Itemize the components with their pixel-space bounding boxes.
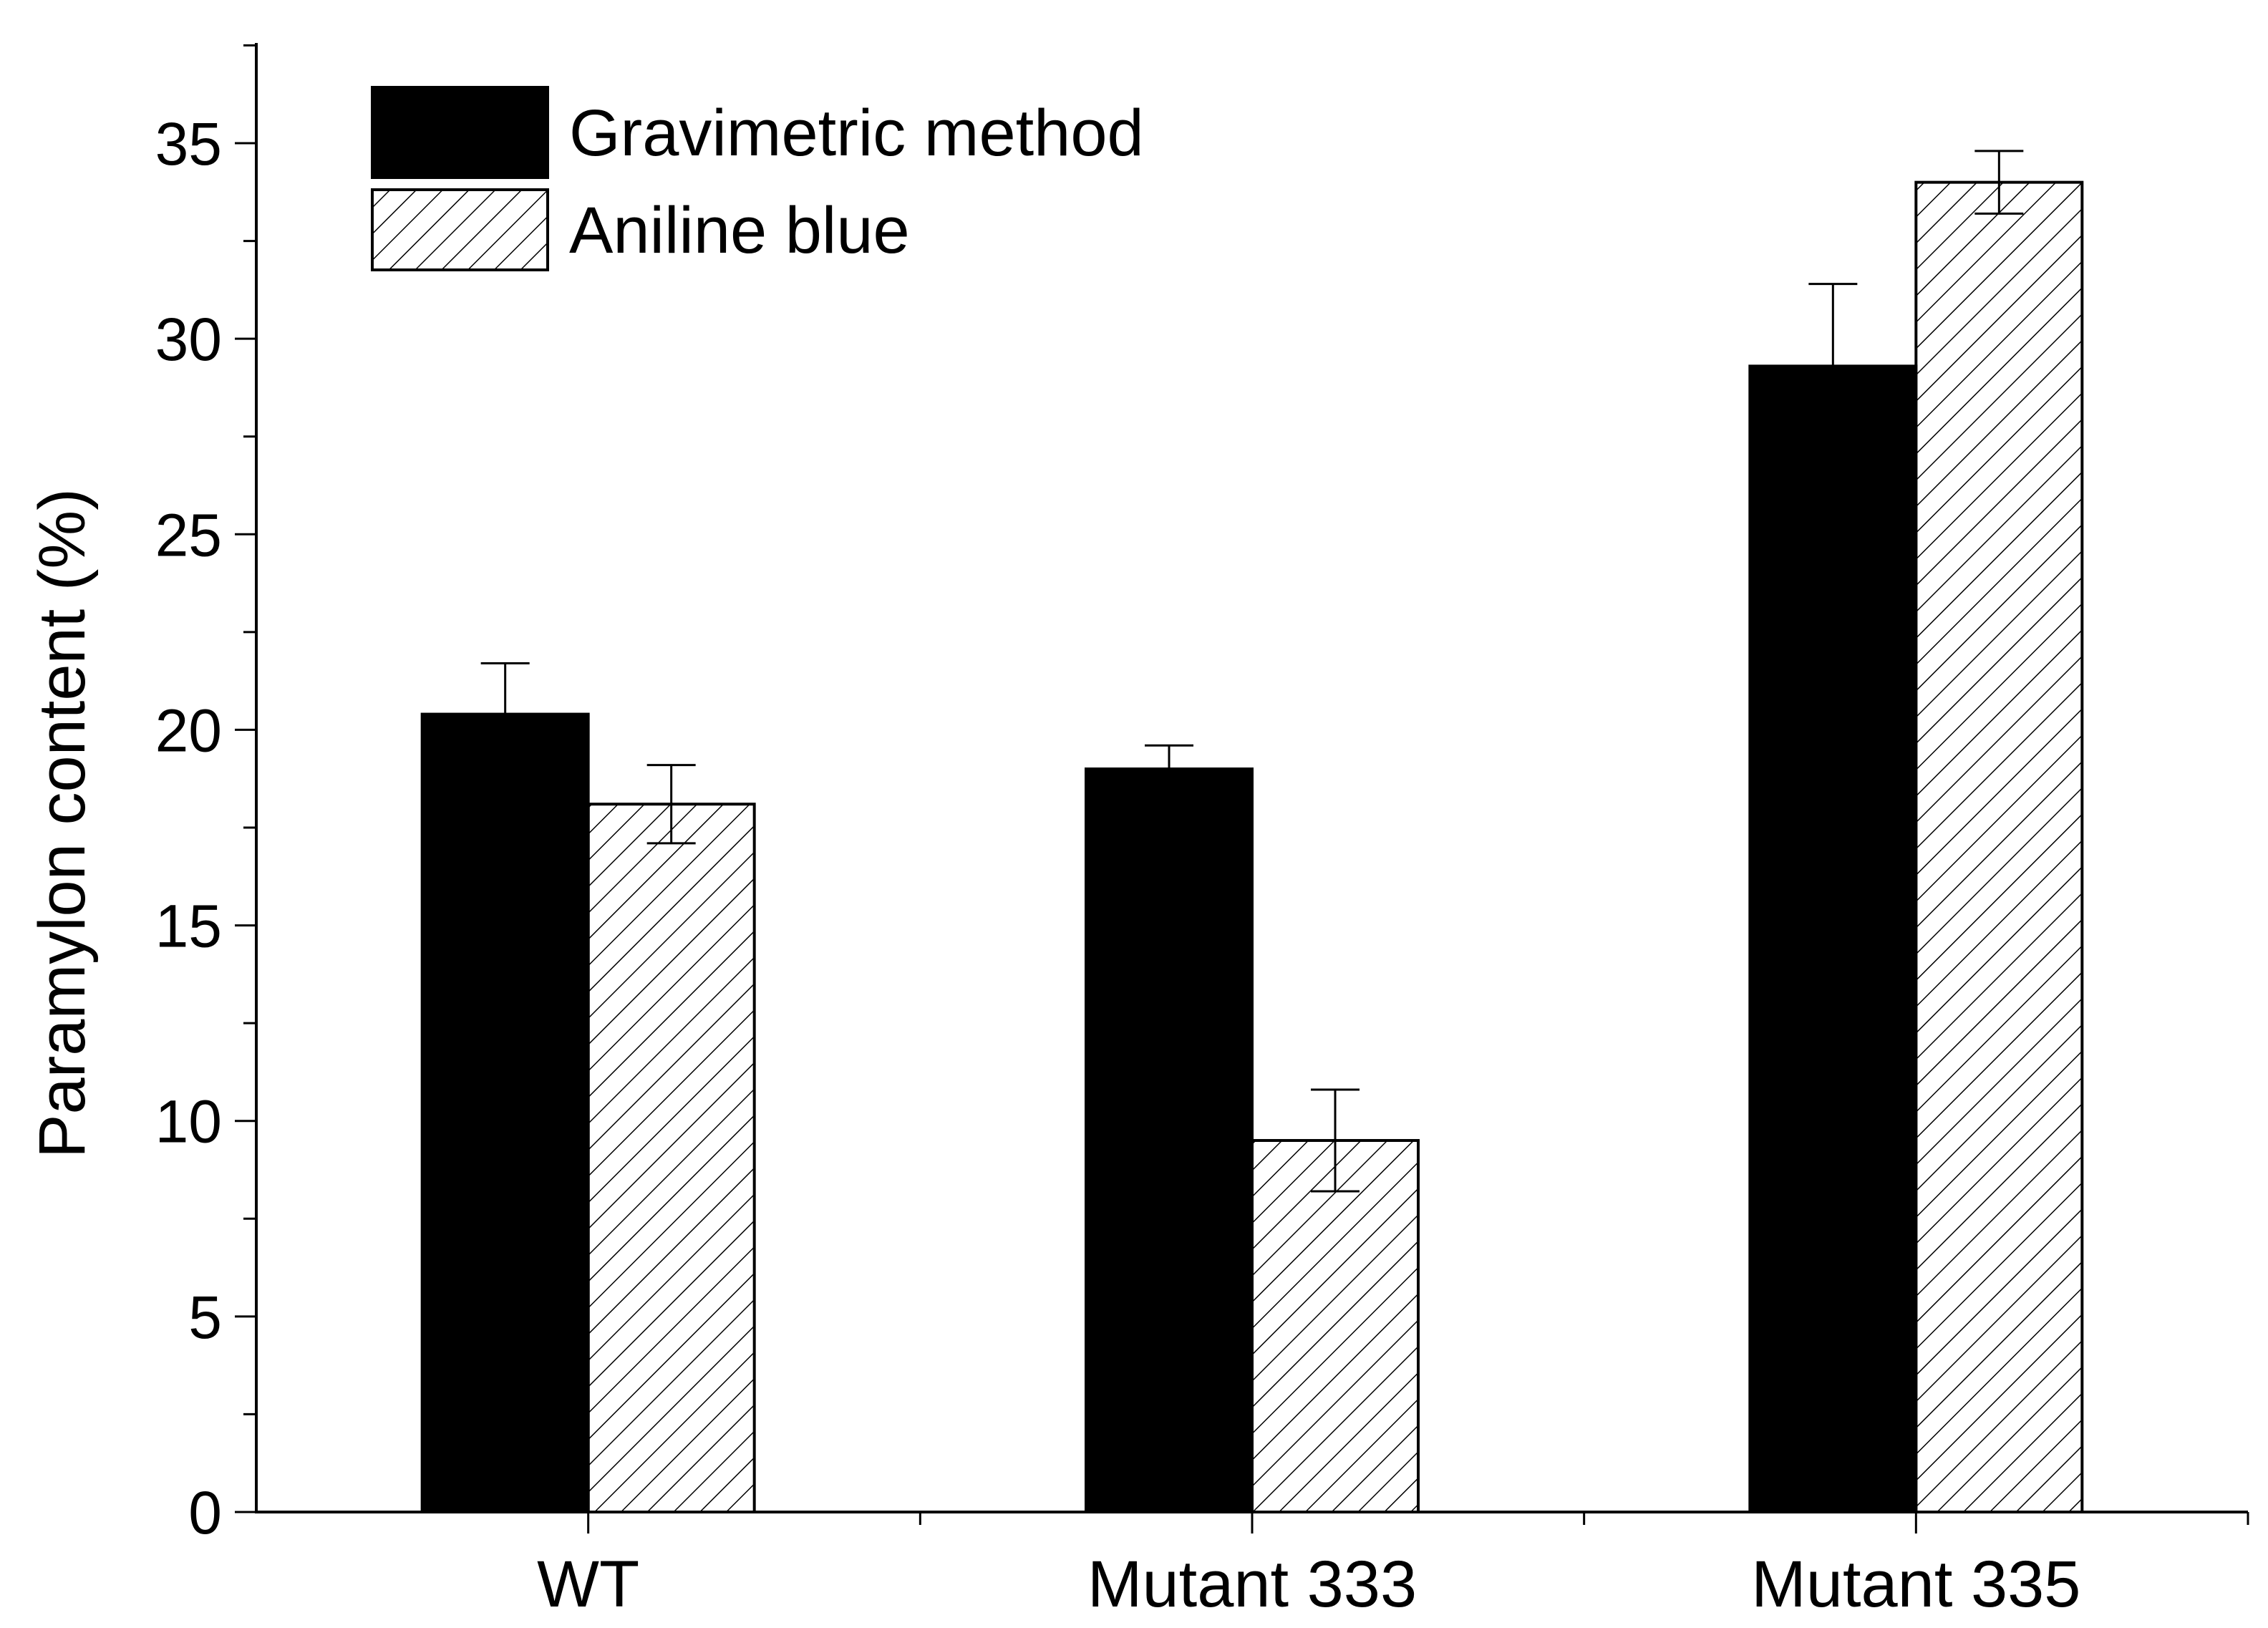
axes-layer: 0 5 10 15 20 25 30 35 WT Mutant 333 Mutant 335 xyxy=(155,43,2249,1621)
x-tick-label: Mutant 333 xyxy=(1087,1548,1417,1621)
x-tick-label: WT xyxy=(537,1548,639,1621)
bars-layer xyxy=(420,180,2084,1514)
bar-aniline-blue xyxy=(1914,180,2084,1514)
bar-aniline-blue xyxy=(1251,1139,1420,1513)
y-tick-label: 10 xyxy=(155,1088,222,1155)
y-axis-label: Paramylon content (%) xyxy=(26,488,99,1158)
y-tick-label: 20 xyxy=(155,697,222,764)
y-tick-label: 0 xyxy=(188,1479,222,1546)
y-tick-label: 30 xyxy=(155,306,222,373)
y-tick-label: 25 xyxy=(155,501,222,568)
x-tick-label: Mutant 335 xyxy=(1751,1548,2080,1621)
legend-label: Aniline blue xyxy=(569,194,910,267)
y-tick-label: 35 xyxy=(155,110,222,178)
bar-gravimetric xyxy=(1085,767,1254,1513)
y-tick-label: 15 xyxy=(155,893,222,960)
bar-gravimetric xyxy=(420,712,590,1513)
legend-swatch xyxy=(371,86,549,179)
error-bars-layer xyxy=(480,150,2024,1193)
legend-swatch xyxy=(371,188,549,271)
legend: Gravimetric method Aniline blue xyxy=(371,86,1144,271)
y-tick-label: 5 xyxy=(188,1284,222,1351)
bar-gravimetric xyxy=(1748,364,1918,1514)
legend-label: Gravimetric method xyxy=(569,97,1144,170)
bar-aniline-blue xyxy=(586,803,756,1514)
